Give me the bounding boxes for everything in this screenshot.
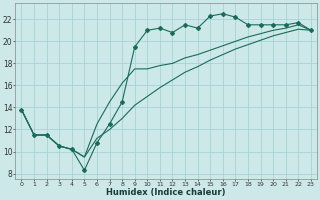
X-axis label: Humidex (Indice chaleur): Humidex (Indice chaleur) [107,188,226,197]
